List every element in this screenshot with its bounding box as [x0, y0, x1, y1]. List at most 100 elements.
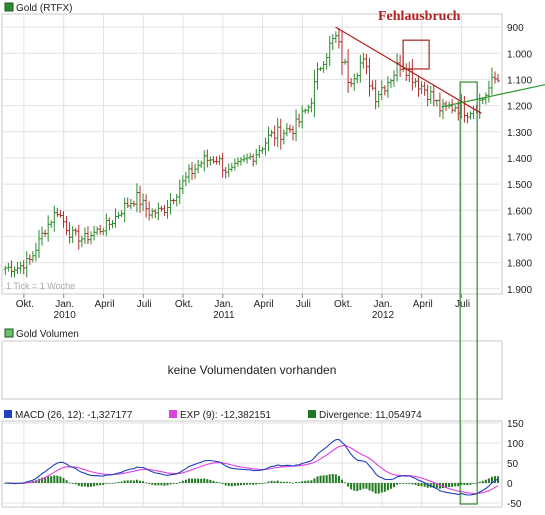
divergence-bar	[65, 480, 68, 483]
divergence-bar	[160, 483, 163, 486]
price-x-tick-label: April	[94, 299, 114, 310]
divergence-bar	[71, 483, 74, 484]
divergence-bar	[273, 481, 276, 483]
macd-line	[5, 438, 499, 496]
divergence-bar	[374, 483, 377, 494]
price-y-tick-label: 1.400	[507, 154, 532, 165]
tick-note: 1 Tick = 1 Woche	[6, 281, 75, 291]
exp-legend-swatch	[169, 410, 177, 418]
divergence-bar	[383, 483, 386, 492]
divergence-bar	[135, 479, 138, 483]
breakout-highlight-box	[459, 81, 478, 505]
divergence-bar	[490, 476, 493, 483]
divergence-bar	[331, 474, 334, 483]
macd-y-tick-label: 0	[507, 479, 513, 490]
price-x-tick-label: Okt.	[175, 299, 193, 310]
volume-message: keine Volumendaten vorhanden	[168, 363, 337, 377]
divergence-bar	[252, 483, 255, 485]
divergence-bar	[218, 482, 221, 484]
price-x-year-label: 2011	[213, 310, 235, 321]
divergence-bar	[209, 479, 212, 483]
divergence-bar	[74, 483, 77, 485]
divergence-bar	[227, 483, 230, 487]
price-panel	[1, 13, 503, 295]
exp-legend-label: EXP (9): -12,382151	[180, 410, 271, 421]
divergence-bar	[243, 483, 246, 485]
divergence-bar	[310, 480, 313, 483]
divergence-bar	[41, 477, 44, 483]
divergence-bar	[414, 483, 417, 485]
divergence-bar	[194, 478, 197, 483]
divergence-bar	[50, 476, 53, 483]
macd-y-tick-label: 50	[507, 459, 519, 470]
divergence-bar	[166, 483, 169, 486]
divergence-bar	[337, 475, 340, 483]
resistance-trendline	[335, 26, 482, 114]
divergence-bar	[169, 483, 172, 485]
divergence-bar	[47, 476, 50, 483]
divergence-bar	[402, 483, 405, 484]
divergence-bar	[255, 483, 258, 485]
divergence-bar	[230, 483, 233, 487]
gold-legend-label: Gold (RTFX)	[16, 3, 73, 14]
divergence-bar	[178, 482, 181, 483]
divergence-bar	[298, 482, 301, 483]
divergence-bar	[423, 483, 426, 487]
divergence-bar	[420, 483, 423, 487]
divergence-bar	[353, 483, 356, 491]
divergence-bar	[206, 479, 209, 483]
divergence-bar	[325, 475, 328, 483]
divergence-bar	[466, 483, 469, 486]
exp-line	[5, 445, 499, 495]
divergence-bar	[408, 483, 411, 484]
fehlausbruch-annotation: Fehlausbruch	[378, 9, 461, 24]
divergence-bar	[472, 483, 475, 484]
divergence-bar	[460, 483, 463, 485]
divergence-bar	[264, 482, 267, 484]
macd-y-tick-label: -50	[507, 499, 522, 510]
divergence-bar	[157, 483, 160, 486]
divergence-bar	[288, 482, 291, 483]
price-x-tick-label: Juli	[137, 299, 152, 310]
macd-legend-swatch	[4, 410, 12, 418]
divergence-bar	[233, 483, 236, 486]
macd-y-axis: 150 100 50 0 -50	[507, 419, 524, 510]
price-x-tick-label: Okt.	[16, 299, 34, 310]
divergence-bar	[145, 482, 148, 484]
divergence-bar	[132, 480, 135, 483]
divergence-bar	[438, 483, 441, 489]
divergence-bar	[163, 483, 166, 486]
divergence-bar	[120, 481, 123, 483]
divergence-bar	[102, 483, 105, 485]
price-x-tick-label: April	[254, 299, 274, 310]
divergence-bar	[301, 481, 304, 483]
divergence-bar	[316, 476, 319, 483]
highlight-green-box	[459, 81, 478, 505]
volume-legend-label: Gold Volumen	[16, 329, 79, 340]
divergence-bar	[411, 483, 414, 485]
divergence-bar	[142, 481, 145, 483]
divergence-bar	[405, 483, 408, 484]
divergence-bar	[175, 483, 178, 484]
divergence-bar	[393, 483, 396, 488]
price-overlays	[335, 26, 545, 114]
divergence-bar	[350, 483, 353, 490]
price-x-tick-label: Juli	[296, 299, 311, 310]
divergence-bar	[441, 483, 444, 489]
divergence-bar	[484, 479, 487, 483]
divergence-bar	[224, 483, 227, 486]
divergence-bar	[295, 482, 298, 483]
divergence-bar	[481, 480, 484, 483]
price-x-tick-label: Juli	[455, 299, 470, 310]
divergence-bar	[362, 483, 365, 489]
divergence-bar	[417, 483, 420, 486]
price-y-tick-label: 1.200	[507, 102, 532, 113]
divergence-bar	[285, 481, 288, 483]
gold-legend-swatch	[4, 2, 14, 12]
divergence-bar	[319, 475, 322, 483]
divergence-bar	[99, 483, 102, 486]
divergence-bar	[77, 483, 80, 486]
divergence-bar	[334, 474, 337, 483]
breakout-trendline	[441, 84, 545, 108]
